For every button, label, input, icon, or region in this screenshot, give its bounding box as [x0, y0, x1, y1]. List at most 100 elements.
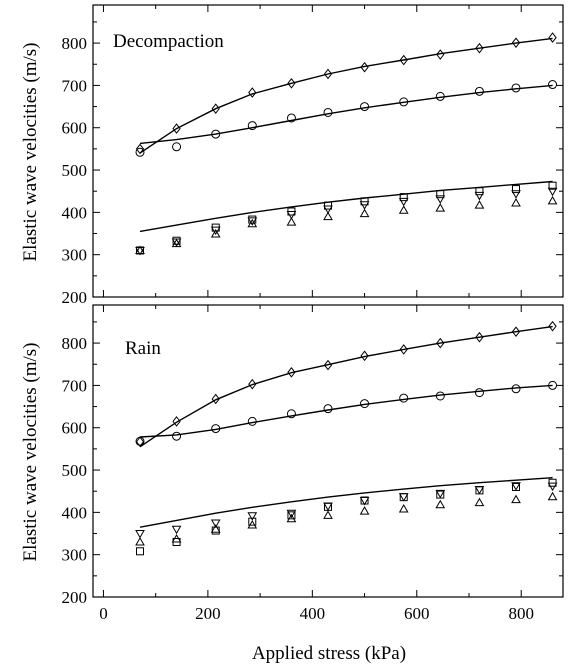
- data-point-triangle-down: [323, 205, 333, 214]
- data-point-square: [287, 511, 296, 520]
- data-point-triangle-up: [286, 217, 297, 226]
- y-tick-label: 700: [62, 376, 88, 395]
- plot-frame: [92, 4, 564, 298]
- data-point-circle: [247, 121, 257, 131]
- data-point-circle: [548, 380, 558, 390]
- y-tick-label: 300: [62, 246, 88, 265]
- data-point-diamond: [135, 436, 145, 448]
- fit-line: [139, 37, 553, 154]
- data-point-circle: [211, 424, 221, 434]
- y-tick-label: 700: [62, 76, 88, 95]
- data-point-triangle-up: [474, 200, 485, 209]
- data-point-diamond: [360, 61, 369, 73]
- data-point-triangle-down: [210, 226, 221, 236]
- data-point-triangle-down: [474, 486, 485, 495]
- data-point-circle: [399, 97, 409, 107]
- panel-title: Decompaction: [113, 31, 224, 52]
- data-point-triangle-up: [210, 524, 221, 533]
- data-point-circle: [172, 142, 182, 152]
- data-point-triangle-down: [398, 493, 409, 502]
- data-point-triangle-up: [359, 506, 370, 515]
- fit-line: [139, 384, 553, 438]
- data-point-diamond: [360, 350, 369, 362]
- y-tick-label: 500: [62, 461, 88, 480]
- data-point-triangle-down: [135, 530, 145, 539]
- data-point-circle: [435, 91, 445, 101]
- data-point-circle: [247, 416, 257, 426]
- data-point-circle: [511, 384, 521, 394]
- data-point-triangle-up: [247, 218, 258, 228]
- data-point-triangle-down: [435, 489, 446, 499]
- data-point-square: [399, 193, 408, 202]
- fit-line: [139, 180, 553, 233]
- data-point-diamond: [436, 337, 445, 349]
- data-point-triangle-up: [210, 228, 221, 238]
- data-point-triangle-up: [398, 503, 409, 513]
- data-point-square: [248, 517, 257, 526]
- data-point-circle: [435, 391, 445, 401]
- data-point-triangle-up: [398, 205, 409, 214]
- data-point-triangle-down: [547, 482, 558, 492]
- data-point-circle: [360, 102, 370, 112]
- data-point-triangle-down: [435, 195, 446, 204]
- x-tick-label: 0: [99, 604, 108, 623]
- data-point-square: [136, 547, 144, 556]
- y-tick-label: 600: [62, 119, 88, 138]
- data-point-triangle-up: [511, 198, 521, 207]
- y-tick-label: 800: [62, 334, 88, 353]
- data-point-diamond: [172, 416, 181, 427]
- y-axis-label: Elastic wave velocities (m/s): [20, 343, 41, 562]
- data-point-square: [475, 187, 484, 196]
- data-point-diamond: [172, 123, 181, 134]
- data-point-triangle-down: [247, 217, 258, 226]
- data-point-triangle-up: [247, 520, 258, 529]
- x-axis-label: Applied stress (kPa): [252, 643, 406, 664]
- y-tick-label: 300: [62, 546, 88, 565]
- data-point-square: [436, 190, 445, 199]
- data-point-triangle-up: [171, 534, 182, 543]
- data-point-triangle-up: [435, 203, 446, 212]
- panel-rain: Rain Elastic wave velocities (m/s) 200 30…: [20, 304, 564, 623]
- data-point-triangle-down: [398, 197, 409, 207]
- data-point-triangle-down: [474, 191, 485, 201]
- data-point-circle: [135, 147, 145, 157]
- data-point-triangle-up: [474, 497, 485, 507]
- data-point-circle: [548, 80, 558, 90]
- y-tick-label: 200: [62, 288, 88, 307]
- y-tick-label: 400: [62, 503, 88, 522]
- data-point-triangle-up: [135, 245, 145, 254]
- data-point-triangle-up: [547, 195, 558, 205]
- data-point-triangle-down: [359, 497, 370, 506]
- data-point-diamond: [323, 359, 333, 371]
- panel-decompaction: Decompaction Elastic wave velocities (m/…: [20, 4, 564, 307]
- data-point-triangle-down: [511, 482, 521, 491]
- data-point-diamond: [248, 378, 257, 390]
- data-point-circle: [360, 399, 370, 409]
- x-tick-label: 400: [300, 604, 326, 623]
- data-point-triangle-down: [547, 187, 558, 197]
- y-tick-label: 600: [62, 419, 88, 438]
- y-tick-label: 500: [62, 161, 88, 180]
- data-point-diamond: [287, 77, 296, 89]
- y-axis-label: Elastic wave velocities (m/s): [20, 43, 41, 262]
- plot-frame: [92, 304, 564, 598]
- data-point-circle: [211, 129, 221, 139]
- data-point-circle: [511, 83, 521, 93]
- x-tick-label: 600: [404, 604, 430, 623]
- data-point-circle: [286, 113, 296, 123]
- data-point-triangle-up: [323, 510, 333, 519]
- data-point-triangle-down: [359, 201, 370, 210]
- data-point-diamond: [211, 103, 220, 114]
- data-point-diamond: [399, 344, 408, 355]
- data-point-diamond: [248, 87, 257, 98]
- data-point-circle: [286, 409, 296, 419]
- data-point-diamond: [475, 331, 484, 343]
- data-point-triangle-down: [286, 509, 297, 519]
- data-point-triangle-up: [135, 536, 145, 546]
- y-tick-label: 200: [62, 588, 88, 607]
- data-point-diamond: [211, 393, 220, 405]
- data-point-circle: [323, 107, 333, 117]
- y-tick-label: 800: [62, 34, 88, 53]
- data-point-triangle-down: [210, 519, 221, 528]
